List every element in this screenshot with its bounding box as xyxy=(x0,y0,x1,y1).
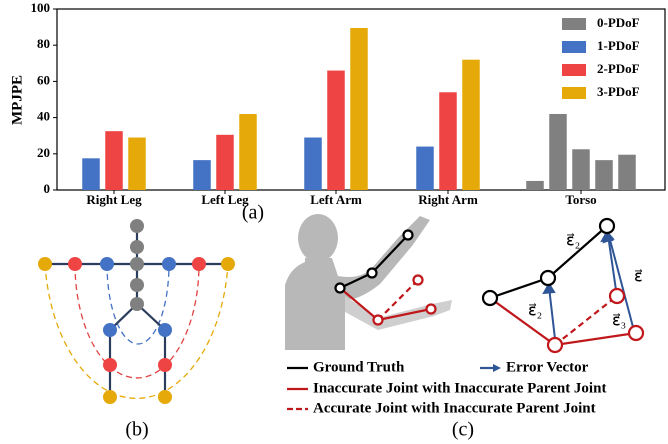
y-tick-label: 60 xyxy=(37,72,50,87)
bar xyxy=(416,147,434,190)
vector-label: ε⃗ xyxy=(634,269,643,286)
person-silhouette xyxy=(285,214,452,350)
legend-label: Accurate Joint with Inaccurate Parent Jo… xyxy=(313,400,596,416)
bar xyxy=(327,71,345,190)
bar xyxy=(193,160,211,190)
x-tick-label: Left Leg xyxy=(201,192,249,207)
legend-label: 2-PDoF xyxy=(597,61,640,76)
bar xyxy=(350,28,368,190)
bar xyxy=(304,138,322,190)
panel-label: (b) xyxy=(125,419,148,441)
legend-swatch xyxy=(562,87,586,99)
legend-label: 3-PDoF xyxy=(597,84,640,99)
bar xyxy=(128,138,146,190)
bar xyxy=(105,131,123,190)
bar xyxy=(439,92,457,190)
x-tick-label: Torso xyxy=(565,192,596,207)
joints xyxy=(38,219,235,404)
error-diagram xyxy=(483,219,643,352)
bar xyxy=(572,149,590,190)
bar xyxy=(216,135,234,190)
vector-label: ε⃗₃ xyxy=(612,313,626,330)
y-tick-label: 80 xyxy=(37,36,50,51)
y-tick-label: 20 xyxy=(37,145,50,160)
legend-swatch xyxy=(562,41,586,53)
bar xyxy=(549,114,567,190)
y-axis-label: MPJPE xyxy=(9,75,25,125)
vector-label: ε⃗₂ xyxy=(528,303,542,320)
y-tick-label: 0 xyxy=(44,181,51,196)
bar xyxy=(618,155,636,190)
x-tick-label: Right Arm xyxy=(418,192,478,207)
vector-label: ε⃗₂ xyxy=(566,233,580,250)
bar xyxy=(462,60,480,190)
bar xyxy=(595,160,613,190)
skeleton-diagram xyxy=(38,219,235,404)
y-tick-label: 100 xyxy=(31,0,51,15)
figure: ε⃗₂ ε⃗₂ ε⃗₃ ε⃗ Ground Truth Error Vector… xyxy=(0,0,668,444)
legend-label: 0-PDoF xyxy=(597,15,640,30)
x-tick-label: Right Leg xyxy=(86,192,142,207)
legend-swatch xyxy=(562,64,586,76)
legend-label: Ground Truth xyxy=(313,359,405,375)
y-tick-label: 40 xyxy=(37,109,50,124)
legend-swatch xyxy=(562,18,586,30)
panel-label: (c) xyxy=(452,419,474,441)
bar xyxy=(239,114,257,190)
legend-label: 1-PDoF xyxy=(597,38,640,53)
bar xyxy=(82,158,100,190)
legend-label: Inaccurate Joint with Inaccurate Parent … xyxy=(313,380,606,396)
legend-c: Ground Truth Error Vector Inaccurate Joi… xyxy=(287,359,606,416)
legend-label: Error Vector xyxy=(506,359,589,375)
bar xyxy=(526,181,544,190)
x-tick-label: Left Arm xyxy=(310,192,362,207)
